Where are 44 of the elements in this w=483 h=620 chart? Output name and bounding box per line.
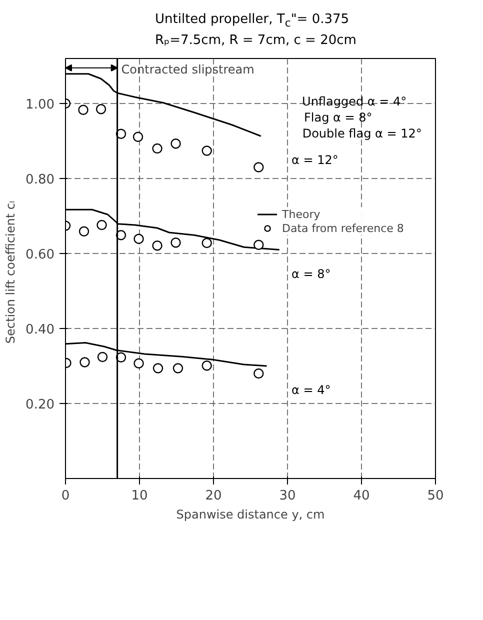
x-tick-label: 50: [427, 488, 444, 504]
point: [152, 240, 162, 251]
point: [172, 363, 184, 374]
x-tick-label: 40: [353, 488, 370, 504]
annotation: α = 4°: [292, 383, 331, 397]
legend-label: Theory: [282, 207, 320, 221]
x-tick-label: 30: [279, 488, 296, 504]
point: [78, 104, 88, 115]
y-tick-label: 0.80: [26, 172, 55, 188]
point: [254, 162, 264, 172]
point: [202, 238, 212, 248]
y-tick-label: 0.20: [26, 398, 55, 412]
point: [202, 146, 212, 156]
annotation: Double flag α = 12°: [302, 126, 422, 140]
point: [202, 360, 212, 371]
annotation: α = 8°: [292, 266, 331, 281]
x-tick-label: 10: [131, 488, 148, 504]
y-tick-label: 0.40: [26, 322, 55, 338]
point: [152, 363, 164, 374]
point: [254, 240, 264, 250]
point: [170, 138, 181, 149]
annotation: α = 12°: [292, 153, 338, 168]
point: [97, 352, 108, 362]
chart-subtitle: Rₚ=7.5cm, R = 7cm, c = 20cm: [155, 32, 356, 49]
point: [80, 357, 90, 368]
point: [96, 220, 107, 230]
point: [96, 104, 106, 114]
x-tick-label: 20: [205, 488, 222, 504]
point: [134, 358, 144, 368]
legend-label: Data from reference 8: [282, 221, 404, 235]
point: [152, 143, 162, 154]
x-tick-label: 0: [61, 488, 70, 504]
point: [170, 238, 181, 248]
annotation: Flag α = 8°: [304, 110, 372, 124]
y-tick-label: 0.60: [26, 248, 55, 262]
point: [132, 132, 144, 142]
chart-title: Untilted propeller, T$_{c}$"= 0.375: [155, 11, 350, 32]
point: [254, 368, 264, 379]
y-tick-label: 1.00: [26, 98, 55, 112]
point: [78, 226, 90, 236]
point: [134, 234, 144, 244]
annotation: Unflagged α = 4°: [302, 94, 407, 108]
x-axis-title: Spanwise distance y, cm: [176, 508, 325, 522]
y-axis-title: Section lift coefficient cₗ: [4, 201, 18, 344]
